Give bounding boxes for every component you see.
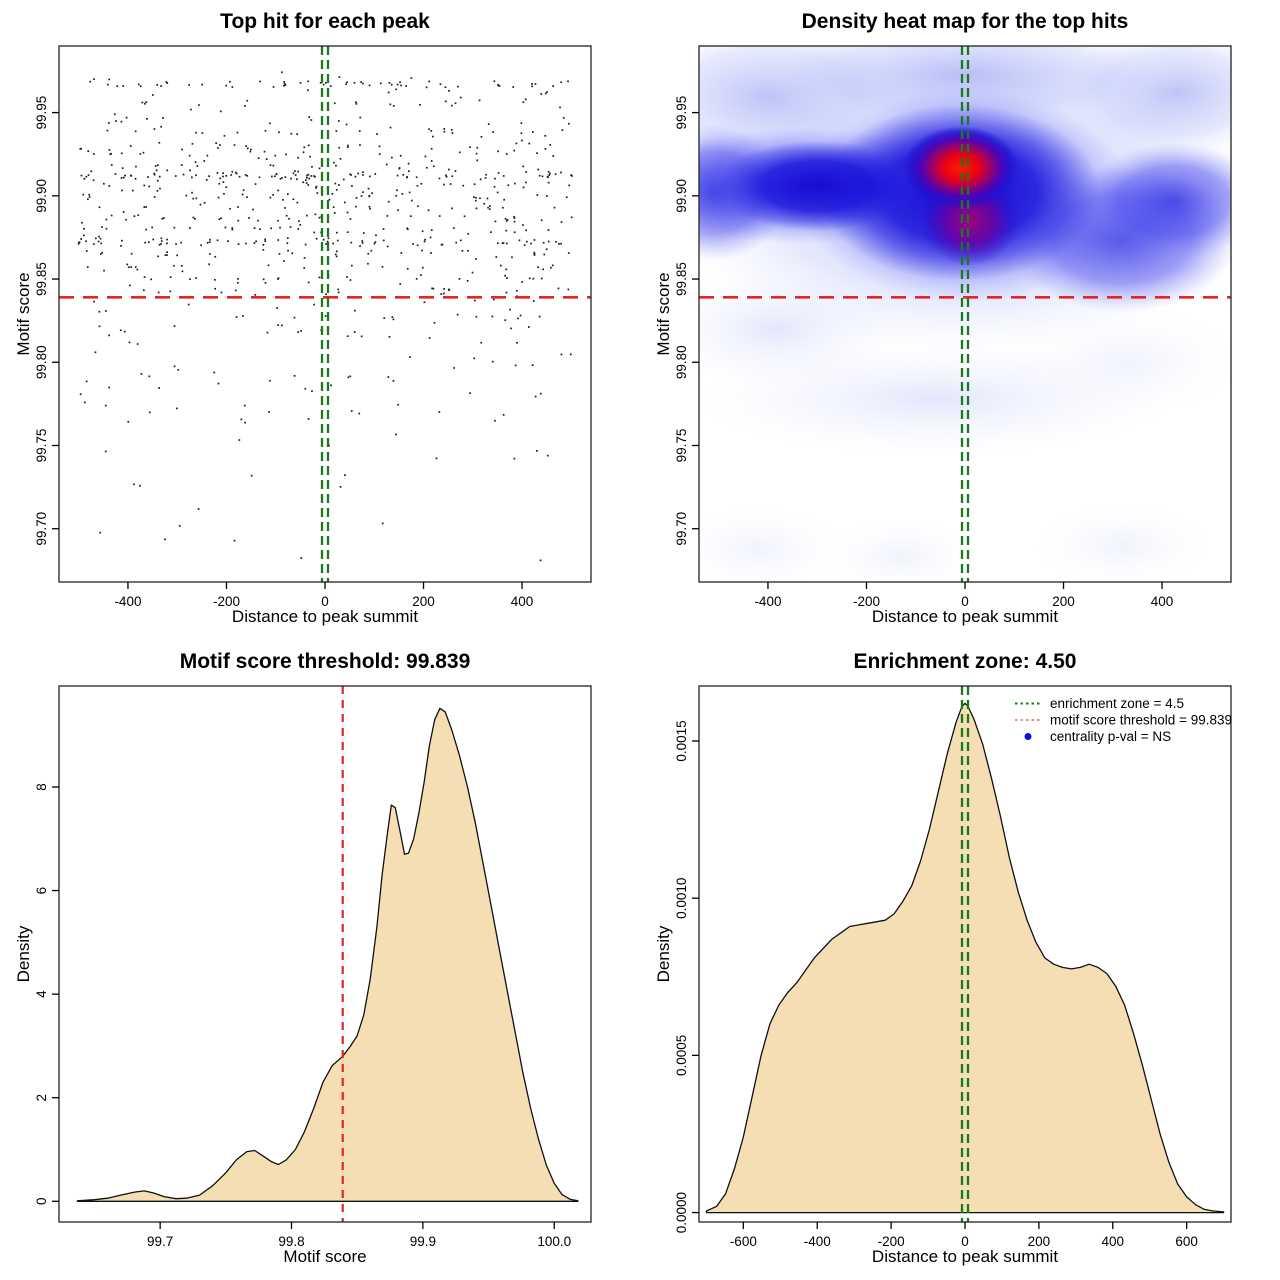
top-hit-scatter-content: [59, 46, 591, 582]
heatmap-blob: [814, 513, 988, 582]
x-tick-label: 99.8: [278, 1234, 304, 1249]
x-tick-label: -400: [804, 1234, 831, 1249]
legend: enrichment zone = 4.5 motif score thresho…: [1015, 696, 1232, 744]
x-axis-title: Distance to peak summit: [231, 607, 419, 626]
y-tick-label: 0: [34, 1198, 49, 1206]
heatmap-blob: [699, 342, 1172, 456]
x-tick-label: -400: [114, 594, 141, 609]
x-tick-label: 100.0: [537, 1234, 571, 1249]
x-tick-label: -400: [754, 594, 781, 609]
scatter-top-hits-panel: -400 -200 0 200 400 99.70 99.75 99.80 99.85 99.90…: [0, 0, 640, 640]
plot-box: [58, 685, 592, 1223]
heatmap-blob: [1083, 142, 1231, 260]
x-tick-label: 400: [511, 594, 534, 609]
heatmap-plot-svg: -400 -200 0 200 400 99.70 99.75 99.80 99.85 99.90…: [674, 45, 1232, 609]
distance-density-plot-svg: -600 -400 -200 0 200 400 600 0.0000 0.0005 0.0010…: [674, 685, 1232, 1249]
y-tick-label: 0.0005: [674, 1035, 689, 1076]
y-axis-title: Motif score: [654, 272, 673, 356]
y-tick-label: 4: [34, 990, 49, 998]
distance-density-panel: -600 -400 -200 0 200 400 600 0.0000 0.0005 0.0010…: [640, 640, 1280, 1280]
y-tick-label: 0.0000: [674, 1192, 689, 1233]
y-tick-label: 99.80: [34, 345, 49, 379]
x-tick-label: -200: [853, 594, 880, 609]
y-tick-label: 0.0010: [674, 878, 689, 919]
y-tick-label: 99.70: [674, 512, 689, 546]
heatmap-blob: [1024, 498, 1222, 582]
x-tick-label: 99.9: [410, 1234, 436, 1249]
density-heatmap-content: [699, 46, 1231, 582]
panel-title: Enrichment zone: 4.50: [853, 650, 1077, 673]
plot-box: [58, 45, 592, 583]
y-tick-label: 99.70: [34, 512, 49, 546]
x-tick-label: 200: [1052, 594, 1075, 609]
y-tick-label: 99.75: [674, 429, 689, 463]
heatmap-blob: [753, 46, 1177, 131]
y-axis-title: Motif score: [14, 272, 33, 356]
y-axis-title: Density: [654, 925, 673, 983]
x-tick-label: 0: [321, 594, 329, 609]
panel-title: Density heat map for the top hits: [801, 10, 1129, 33]
distance-density-content: [705, 686, 1225, 1222]
motif-score-density-panel: 99.7 99.8 99.9 100.0 0 2 4 6 8 Motif score thres…: [0, 640, 640, 1280]
y-tick-label: 99.90: [674, 179, 689, 213]
x-axis-title: Distance to peak summit: [871, 1247, 1059, 1266]
x-tick-label: 400: [1102, 1234, 1125, 1249]
y-tick-label: 99.90: [34, 179, 49, 213]
x-tick-label: 200: [412, 594, 435, 609]
x-tick-label: 0: [961, 594, 969, 609]
legend-item-label: motif score threshold = 99.839: [1050, 713, 1232, 728]
score-density-plot-svg: 99.7 99.8 99.9 100.0 0 2 4 6 8: [34, 685, 592, 1249]
x-axis-title: Distance to peak summit: [871, 607, 1059, 626]
x-tick-label: 99.7: [147, 1234, 173, 1249]
x-tick-label: 0: [961, 1234, 969, 1249]
scatter-points: [77, 71, 573, 562]
legend-item-label: enrichment zone = 4.5: [1050, 696, 1184, 711]
x-tick-label: -600: [730, 1234, 757, 1249]
legend-item-sample-dot: [1024, 733, 1032, 740]
x-axis-title: Motif score: [283, 1247, 367, 1266]
x-tick-label: -200: [878, 1234, 905, 1249]
x-tick-label: -200: [213, 594, 240, 609]
y-tick-label: 2: [34, 1094, 49, 1102]
heatmap-blob: [902, 125, 1020, 210]
legend-item-label: centrality p-val = NS: [1050, 729, 1171, 744]
x-tick-label: 400: [1151, 594, 1174, 609]
density-curve: [76, 707, 579, 1202]
y-tick-label: 99.85: [674, 262, 689, 296]
y-tick-label: 0.0015: [674, 720, 689, 761]
y-tick-label: 99.85: [34, 262, 49, 296]
y-tick-label: 99.75: [34, 429, 49, 463]
y-tick-label: 6: [34, 887, 49, 895]
x-tick-label: 200: [1028, 1234, 1051, 1249]
x-tick-label: 600: [1175, 1234, 1198, 1249]
motif-score-density-content: [76, 686, 579, 1222]
y-axis-title: Density: [14, 925, 33, 983]
density-heatmap-panel: -400 -200 0 200 400 99.70 99.75 99.80 99.85 99.90…: [640, 0, 1280, 640]
y-tick-label: 99.95: [34, 96, 49, 130]
panel-title: Motif score threshold: 99.839: [179, 650, 471, 673]
density-curve: [705, 702, 1225, 1214]
y-tick-label: 99.95: [674, 96, 689, 130]
heatmap-blob: [716, 140, 919, 231]
y-tick-label: 8: [34, 783, 49, 791]
panel-title: Top hit for each peak: [220, 10, 430, 33]
y-tick-label: 99.80: [674, 345, 689, 379]
scatter-plot-svg: -400 -200 0 200 400 99.70 99.75 99.80 99.85 99.90…: [34, 45, 592, 609]
